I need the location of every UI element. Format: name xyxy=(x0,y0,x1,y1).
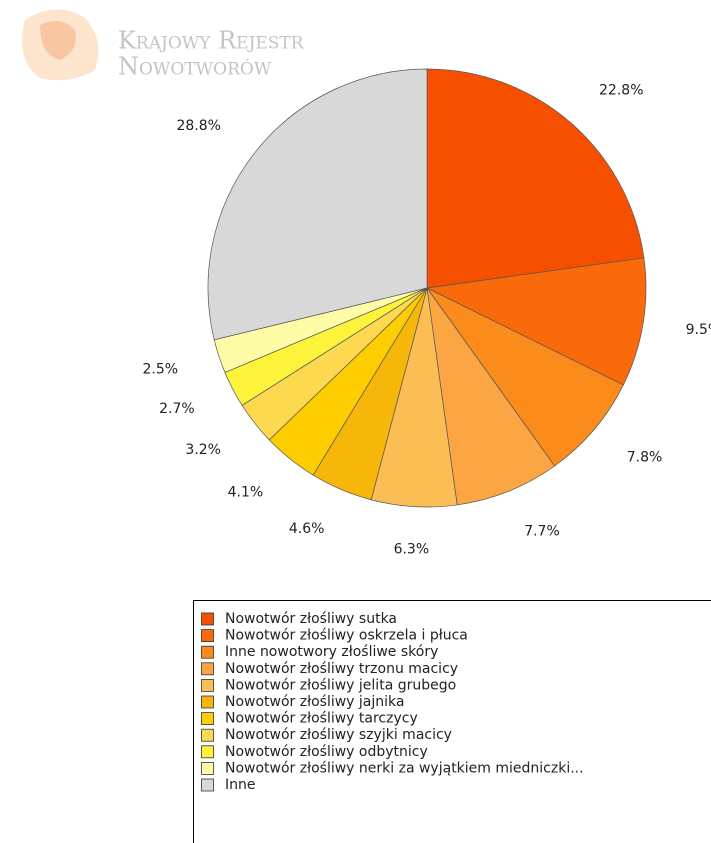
legend-label: Nowotwór złośliwy nerki za wyjątkiem mie… xyxy=(225,760,584,776)
data-label: 22.8% xyxy=(599,82,643,98)
data-label: 28.8% xyxy=(177,118,221,134)
legend-label: Nowotwór złośliwy sutka xyxy=(225,611,397,627)
legend-swatch xyxy=(201,778,214,792)
data-label: 7.8% xyxy=(627,450,663,466)
legend-label: Nowotwór złośliwy trzonu macicy xyxy=(225,661,458,677)
pie-slice xyxy=(425,257,647,386)
legend-label: Nowotwór złośliwy odbytnicy xyxy=(225,744,428,760)
legend-swatch xyxy=(201,629,214,642)
logo-icon xyxy=(40,21,76,60)
legend-label: Nowotwór złośliwy jelita grubego xyxy=(225,677,456,693)
data-label: 4.6% xyxy=(289,521,325,537)
legend-label: Inne nowotwory złośliwe skóry xyxy=(225,644,438,660)
legend-box xyxy=(193,600,711,843)
pie-slice xyxy=(426,68,645,289)
legend-label: Nowotwór złośliwy oskrzela i płuca xyxy=(225,628,468,644)
pie-slice xyxy=(426,287,556,506)
data-label: 7.7% xyxy=(524,523,560,539)
legend-swatch xyxy=(201,662,214,676)
data-label: 4.1% xyxy=(228,484,264,500)
legend-label: Nowotwór złośliwy szyjki macicy xyxy=(225,727,452,743)
legend-swatch xyxy=(201,645,214,659)
data-label: 2.7% xyxy=(159,401,195,417)
legend-swatch xyxy=(201,695,214,709)
logo-text: Krajowy Rejestr xyxy=(118,27,305,55)
legend-label: Nowotwór złośliwy jajnika xyxy=(225,694,404,710)
legend-swatch xyxy=(201,612,214,626)
legend-label: Inne xyxy=(225,777,256,793)
legend-swatch xyxy=(201,728,214,742)
data-label: 6.3% xyxy=(394,542,430,558)
logo: Krajowy Rejestr Nowotworów xyxy=(22,9,305,81)
data-label: 9.5% xyxy=(686,322,711,338)
data-label: 3.2% xyxy=(185,442,221,458)
legend-label: Nowotwór złośliwy tarczycy xyxy=(225,711,418,727)
pie-slice xyxy=(426,287,624,467)
logo-text: Nowotworów xyxy=(118,53,272,81)
data-label: 2.5% xyxy=(143,362,179,378)
pie-slice xyxy=(207,68,428,341)
legend-swatch xyxy=(201,762,214,775)
legend-swatch xyxy=(201,712,214,725)
legend-swatch xyxy=(201,679,214,692)
legend-swatch xyxy=(201,745,214,759)
